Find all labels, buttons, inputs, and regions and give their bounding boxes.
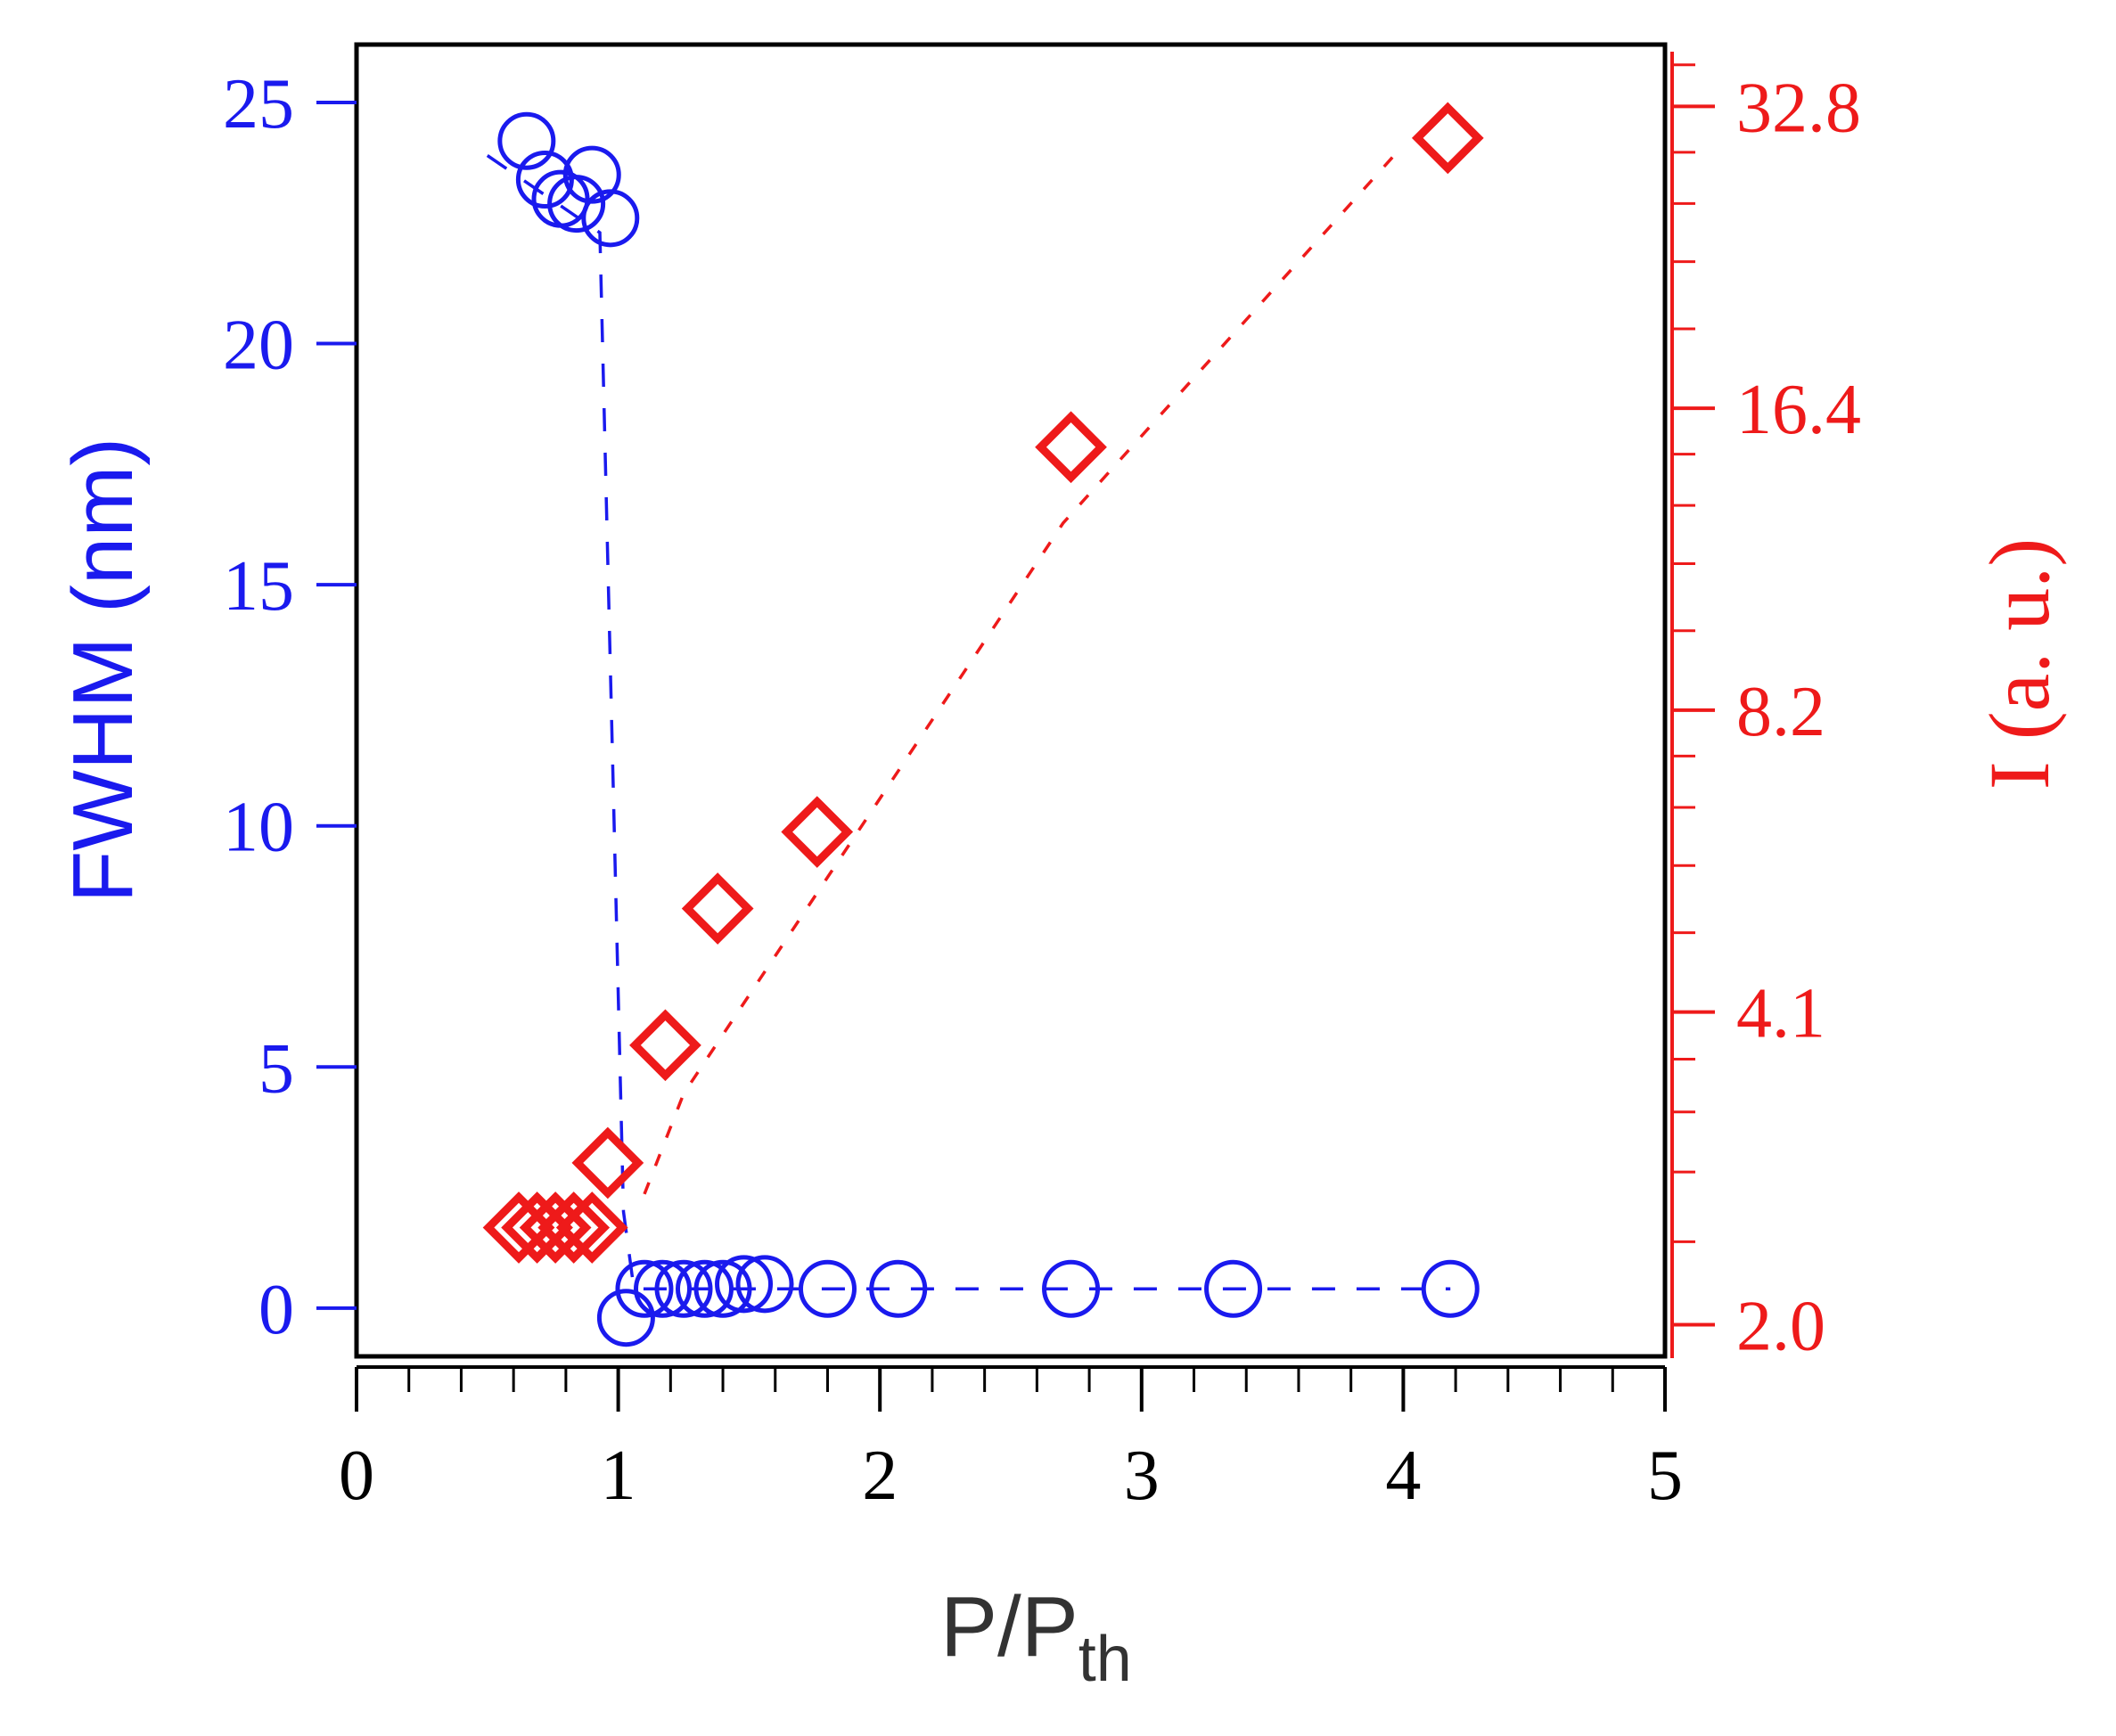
fwhm-data-point	[497, 111, 556, 170]
intensity-fit-line	[643, 143, 1405, 1195]
intensity-data-point	[537, 1191, 611, 1264]
fwhm-data-point	[798, 1259, 857, 1318]
x-axis-title: P/Pth	[940, 1579, 1132, 1695]
y-left-tick-label: 20	[223, 307, 294, 385]
fwhm-data-point	[1042, 1259, 1101, 1318]
fwhm-data-point	[715, 1255, 774, 1314]
x-axis-title-main: P/P	[940, 1579, 1079, 1675]
fwhm-data-point	[735, 1255, 794, 1314]
fwhm-data-point	[675, 1259, 734, 1318]
fit-lines	[486, 143, 1451, 1290]
intensity-data-point	[519, 1191, 592, 1264]
fwhm-data-point	[869, 1259, 928, 1318]
intensity-data-point	[571, 1126, 644, 1200]
fwhm-data-point	[634, 1259, 693, 1318]
intensity-data-point	[681, 872, 754, 945]
intensity-data-point	[1035, 411, 1107, 484]
y-left-tick-label: 5	[258, 1029, 294, 1108]
y-right-tick-label: 8.2	[1736, 673, 1825, 751]
fwhm-data-point	[596, 1289, 655, 1347]
fwhm-data-point	[654, 1259, 713, 1318]
x-axis-title-subscript: th	[1079, 1624, 1132, 1695]
fwhm-data-point	[693, 1259, 752, 1318]
x-tick-label: 3	[1124, 1437, 1160, 1515]
x-tick-label: 1	[601, 1437, 636, 1515]
fwhm-data-point	[1204, 1259, 1263, 1318]
plot-frame	[354, 42, 1668, 1359]
axis-ticks: 0 5 10 15 20 25 2.0 4.1 8.2 16.4 32.8 0 1 2 3 4 5	[223, 52, 1861, 1515]
intensity-data-point	[781, 796, 854, 868]
x-tick-label: 0	[339, 1437, 374, 1515]
y-left-tick-label: 15	[223, 547, 294, 626]
plot-frame-border	[354, 42, 1668, 1359]
x-tick-label: 4	[1385, 1437, 1421, 1515]
fwhm-fit-line	[486, 154, 1451, 1290]
y-right-tick-label: 16.4	[1736, 371, 1861, 449]
y-left-tick-label: 25	[223, 65, 294, 143]
y-left-tick-label: 10	[223, 789, 294, 867]
y-left-tick-label: 0	[258, 1271, 294, 1349]
y-right-tick-label: 32.8	[1736, 69, 1861, 147]
fwhm-data-point	[581, 189, 640, 248]
y-left-axis-title: FWHM (nm)	[55, 438, 151, 904]
intensity-data-point	[1411, 102, 1484, 175]
y-right-tick-label: 2.0	[1736, 1288, 1825, 1366]
fwhm-data-point	[1421, 1259, 1480, 1318]
intensity-data-point	[629, 1009, 701, 1082]
fwhm-data-point	[547, 175, 606, 233]
data-markers	[482, 102, 1484, 1347]
y-right-axis-title: I (a. u.)	[1972, 538, 2067, 790]
x-tick-label: 5	[1647, 1437, 1683, 1515]
intensity-data-point	[555, 1191, 628, 1264]
fwhm-data-point	[615, 1259, 674, 1318]
y-right-tick-label: 4.1	[1736, 975, 1825, 1053]
x-tick-label: 2	[862, 1437, 898, 1515]
